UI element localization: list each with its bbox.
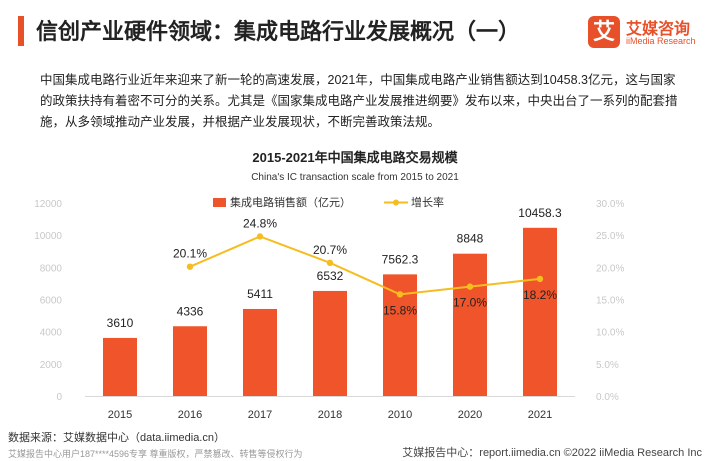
chart-subtitle: China's IC transaction scale from 2015 t… — [251, 172, 459, 183]
bar-sales — [453, 253, 487, 396]
logo-chinese-name: 艾媒咨询 — [626, 21, 691, 38]
growth-rate-label: 18.2% — [523, 288, 557, 302]
title-accent-bar — [18, 16, 24, 46]
logo-mark-icon: 艾 — [588, 16, 620, 48]
y-right-tick-label: 20.0% — [596, 263, 624, 274]
y-right-tick-label: 5.0% — [596, 360, 619, 371]
growth-rate-label: 17.0% — [453, 296, 487, 310]
growth-rate-label: 20.7% — [313, 243, 347, 257]
y-right-tick-label: 10.0% — [596, 328, 624, 339]
growth-rate-point — [536, 275, 544, 283]
y-left-tick-label: 0 — [56, 392, 62, 403]
bar-sales — [173, 326, 207, 396]
bar-sales — [243, 308, 277, 396]
logo-english-name: iiMedia Research — [626, 36, 696, 46]
x-tick-label: 2021 — [528, 409, 552, 421]
intro-paragraph: 中国集成电路行业近年来迎来了新一轮的高速发展，2021年，中国集成电路产业销售额… — [40, 73, 678, 129]
bar-value-label: 6532 — [317, 269, 344, 283]
growth-rate-label: 24.8% — [243, 216, 277, 230]
iimedia-logo: 艾 艾媒咨询 iiMedia Research — [588, 16, 698, 52]
bar-value-label: 7562.3 — [382, 252, 419, 266]
bar-sales — [103, 337, 137, 396]
bar-value-label: 10458.3 — [518, 206, 562, 220]
y-right-tick-label: 30.0% — [596, 199, 624, 210]
growth-rate-point — [466, 283, 474, 290]
growth-rate-label: 15.8% — [383, 303, 417, 317]
growth-rate-label: 20.1% — [173, 247, 207, 261]
bar-value-label: 8848 — [457, 232, 484, 246]
y-left-tick-label: 2000 — [40, 360, 63, 371]
report-site-credit: 艾媒报告中心：report.iimedia.cn ©2022 iiMedia R… — [402, 447, 702, 459]
x-tick-label: 2015 — [108, 409, 132, 421]
growth-rate-point — [396, 291, 404, 298]
growth-rate-point — [256, 233, 264, 240]
legend-swatch-sales — [213, 198, 226, 207]
legend-label-growth: 增长率 — [411, 195, 444, 209]
bar-sales — [523, 227, 557, 396]
growth-rate-line — [189, 235, 541, 296]
x-tick-label: 2018 — [318, 409, 342, 421]
bar-value-label: 5411 — [247, 287, 273, 301]
page-title: 信创产业硬件领域：集成电路行业发展概况（一） — [36, 19, 521, 44]
y-left-tick-label: 12000 — [34, 199, 62, 210]
header: 信创产业硬件领域：集成电路行业发展概况（一） 艾 艾媒咨询 iiMedia Re… — [0, 0, 710, 62]
legend-label-sales: 集成电路销售额（亿元） — [230, 195, 351, 209]
y-left-tick-label: 4000 — [40, 328, 63, 339]
y-left-tick-label: 10000 — [34, 231, 62, 242]
data-source: 数据来源：艾媒数据中心（data.iimedia.cn） — [8, 432, 225, 444]
x-tick-label: 2016 — [178, 409, 202, 421]
x-tick-label: 2017 — [248, 409, 272, 421]
y-right-tick-label: 0.0% — [596, 392, 619, 403]
y-left-tick-label: 6000 — [40, 296, 63, 307]
bar-sales — [313, 290, 347, 396]
y-right-tick-label: 25.0% — [596, 231, 624, 242]
bar-value-label: 4336 — [177, 304, 204, 318]
x-tick-label: 2020 — [458, 409, 482, 421]
x-tick-label: 2010 — [388, 409, 412, 421]
y-left-tick-label: 8000 — [40, 263, 63, 274]
copyright-notice: 艾媒报告中心用户187****4596专享 尊重版权，严禁篡改、转售等侵权行为 — [8, 449, 303, 459]
bar-value-label: 3610 — [107, 316, 134, 330]
chart-title: 2015-2021年中国集成电路交易规模 — [252, 150, 458, 165]
y-right-tick-label: 15.0% — [596, 296, 624, 307]
growth-rate-point — [326, 259, 334, 267]
growth-rate-point — [186, 263, 194, 270]
legend-swatch-growth-marker — [393, 199, 399, 206]
